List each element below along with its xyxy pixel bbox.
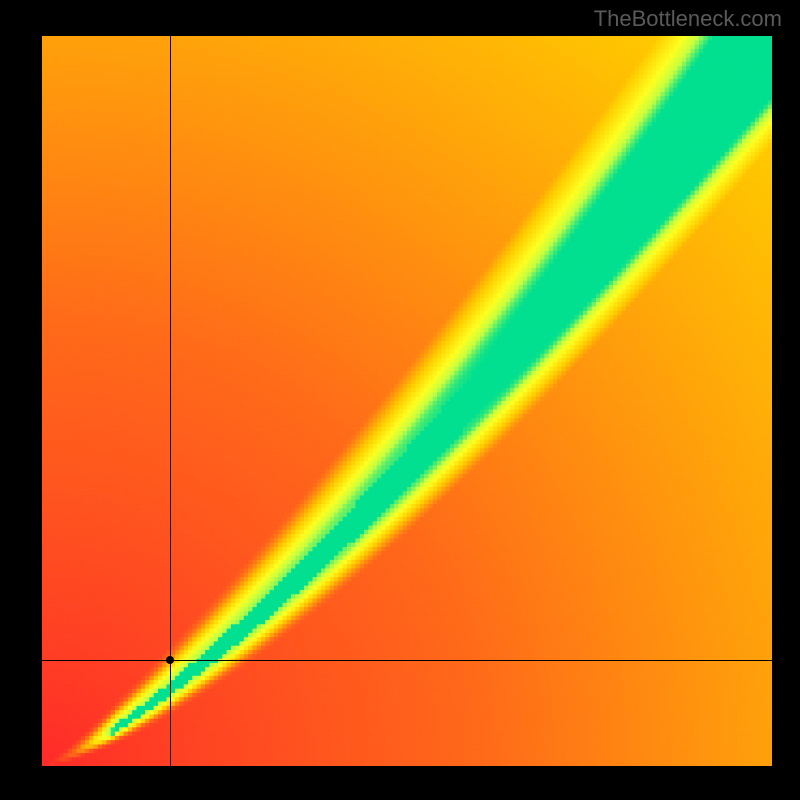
plot-frame [42, 36, 772, 766]
heatmap-canvas [42, 36, 772, 766]
watermark-text: TheBottleneck.com [594, 6, 782, 32]
crosshair-marker-dot [166, 656, 174, 664]
crosshair-horizontal [42, 660, 772, 661]
chart-container: TheBottleneck.com [0, 0, 800, 800]
